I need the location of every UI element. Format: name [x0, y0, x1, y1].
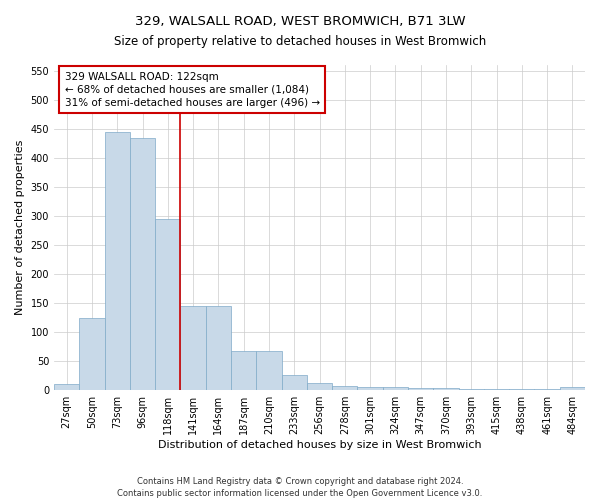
Bar [79, 318, 104, 390]
Bar [535, 389, 560, 390]
Bar [231, 350, 256, 390]
Bar [281, 374, 307, 390]
Bar [408, 388, 433, 390]
Bar [54, 384, 79, 390]
Text: 329, WALSALL ROAD, WEST BROMWICH, B71 3LW: 329, WALSALL ROAD, WEST BROMWICH, B71 3L… [134, 15, 466, 28]
Bar [307, 383, 332, 390]
Bar [256, 350, 281, 390]
Bar [181, 306, 206, 390]
Text: 329 WALSALL ROAD: 122sqm
← 68% of detached houses are smaller (1,084)
31% of sem: 329 WALSALL ROAD: 122sqm ← 68% of detach… [65, 72, 320, 108]
Bar [332, 386, 358, 390]
Bar [155, 219, 181, 390]
Bar [433, 388, 458, 390]
Bar [484, 389, 509, 390]
Bar [358, 386, 383, 390]
Bar [458, 389, 484, 390]
Bar [560, 386, 585, 390]
Y-axis label: Number of detached properties: Number of detached properties [15, 140, 25, 316]
Bar [383, 388, 408, 390]
Bar [104, 132, 130, 390]
Text: Contains HM Land Registry data © Crown copyright and database right 2024.
Contai: Contains HM Land Registry data © Crown c… [118, 476, 482, 498]
X-axis label: Distribution of detached houses by size in West Bromwich: Distribution of detached houses by size … [158, 440, 481, 450]
Bar [509, 389, 535, 390]
Text: Size of property relative to detached houses in West Bromwich: Size of property relative to detached ho… [114, 35, 486, 48]
Bar [130, 138, 155, 390]
Bar [206, 306, 231, 390]
